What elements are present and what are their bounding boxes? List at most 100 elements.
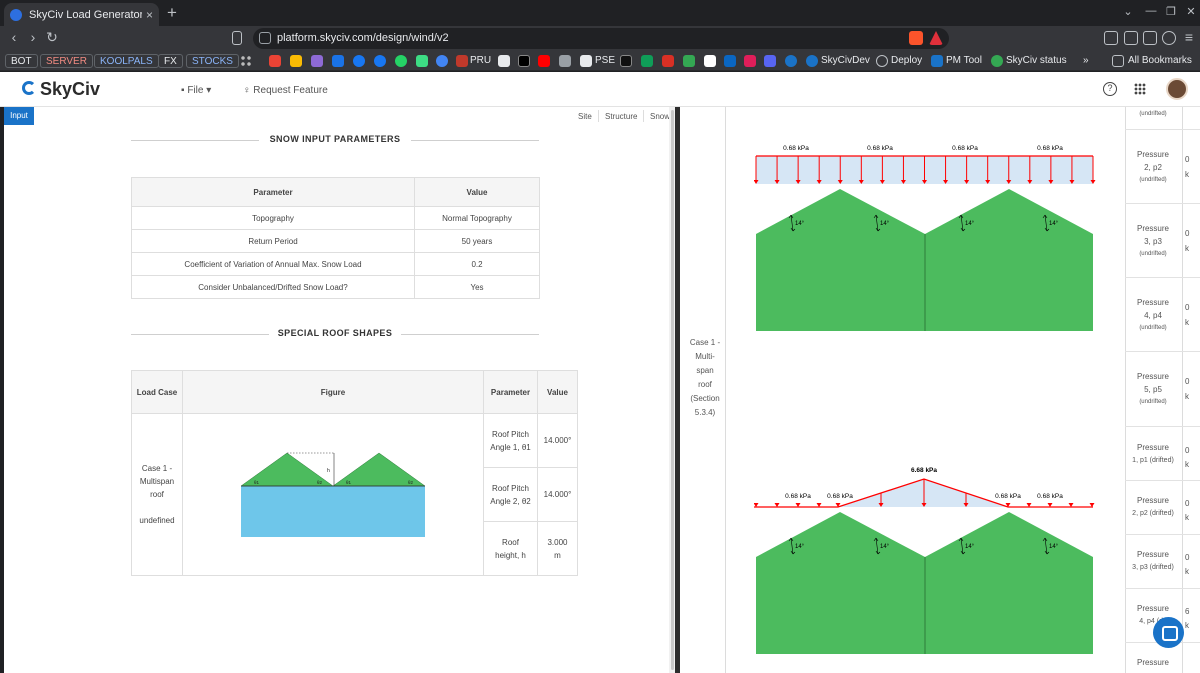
deploy-icon[interactable] (876, 55, 888, 67)
pse-icon[interactable] (580, 55, 592, 67)
angle-label: 14° (965, 221, 975, 227)
close-window-icon[interactable]: ✕ (1186, 6, 1196, 18)
load-case-header-text: Load Case (136, 387, 178, 397)
bookmark-bot[interactable]: BOT (5, 54, 38, 68)
pressure-sub: 3, p3 (1144, 237, 1162, 246)
bookmark-fx[interactable]: FX (158, 54, 183, 68)
clipped-value: k (1185, 318, 1189, 327)
back-icon[interactable]: ‹ (11, 29, 17, 45)
bookmark-icon-e[interactable] (683, 55, 695, 67)
whatsapp-icon[interactable] (395, 55, 407, 67)
bookmark-icon-h[interactable] (785, 55, 797, 67)
gmail-icon[interactable] (269, 55, 281, 67)
facebook-icon[interactable] (353, 55, 365, 67)
angle-arrow-icon (788, 537, 796, 555)
section-title: SNOW INPUT PARAMETERS (269, 134, 401, 144)
bookmark-page-icon[interactable] (232, 31, 242, 45)
help-icon[interactable]: ? (1103, 82, 1117, 96)
brave-shield-icon[interactable] (909, 31, 923, 45)
bookmark-icon-g[interactable] (764, 55, 776, 67)
figure-theta1-label: θ1 (254, 480, 260, 485)
x-icon[interactable] (518, 55, 530, 67)
bookmark-server[interactable]: SERVER (40, 54, 93, 68)
wallet-icon[interactable] (1143, 31, 1157, 45)
pressure-label-p4-drifted: Pressure 4, p4 (dri (1128, 602, 1178, 628)
skyciv-dev-icon[interactable] (806, 55, 818, 67)
app-header: SkyCiv ▪ File ▾ ♀ Request Feature ? (0, 72, 1200, 107)
bookmark-pm-tool[interactable]: PM Tool (946, 55, 982, 66)
minimize-icon[interactable]: — (1145, 5, 1157, 17)
sidebar-icon[interactable] (1124, 31, 1138, 45)
bookmark-icon-a[interactable] (559, 55, 571, 67)
column-header-load-case: Load Case (131, 370, 183, 414)
table-row: Roof height, h 3.000 m (132, 521, 578, 576)
site-info-icon[interactable] (259, 32, 271, 44)
input-button[interactable]: Input (4, 107, 34, 125)
new-tab-button[interactable]: + (167, 3, 177, 22)
slack-icon[interactable] (744, 55, 756, 67)
bookmark-koolpals[interactable]: KOOLPALS (94, 54, 159, 68)
forward-icon[interactable]: › (30, 29, 36, 45)
youtube-icon[interactable] (538, 55, 550, 67)
tab-search-icon[interactable]: ⌄ (1123, 6, 1133, 18)
address-bar[interactable]: platform.skyciv.com/design/wind/v2 (253, 28, 949, 49)
table-header-row: Parameter Value (131, 177, 540, 207)
tab-site[interactable]: Site (578, 112, 592, 121)
bookmark-pru[interactable]: PRU (470, 55, 492, 66)
maximize-icon[interactable]: ❐ (1166, 6, 1176, 18)
android-icon[interactable] (416, 55, 428, 67)
tab-structure[interactable]: Structure (605, 112, 638, 121)
browser-tab[interactable]: SkyCiv Load Generator | S × (4, 3, 159, 26)
all-bookmarks[interactable]: All Bookmarks (1128, 55, 1192, 66)
bookmark-icon-c[interactable] (641, 55, 653, 67)
extensions-icon[interactable] (1104, 31, 1118, 45)
bookmark-skyciv-status[interactable]: SkyCiv status (1006, 55, 1067, 66)
chat-support-button[interactable] (1153, 617, 1184, 648)
skyciv-logo-icon[interactable] (22, 81, 36, 95)
drive-icon[interactable] (290, 55, 302, 67)
browser-tab-strip: SkyCiv Load Generator | S × + ⌄ — ❐ ✕ (0, 0, 1200, 26)
bookmark-stocks[interactable]: STOCKS (186, 54, 239, 68)
bookmarks-overflow-icon[interactable]: » (1083, 55, 1089, 66)
bookmark-pse[interactable]: PSE (595, 55, 616, 66)
apps-grid-icon[interactable] (240, 55, 252, 67)
chat-icon[interactable] (332, 55, 344, 67)
load-arrow-head-icon (964, 180, 970, 184)
pru-icon[interactable] (456, 55, 468, 67)
request-feature-link[interactable]: ♀ Request Feature (243, 85, 328, 96)
load-arrow-head-icon (900, 180, 906, 184)
folder-icon[interactable] (1112, 55, 1124, 67)
bookmark-icon-b[interactable] (620, 55, 632, 67)
bookmark-skycivdev[interactable]: SkyCivDev (821, 55, 870, 66)
bookmark-deploy[interactable]: Deploy (891, 55, 923, 66)
column-divider (1125, 107, 1126, 673)
table-row: Return Period 50 years (131, 229, 540, 253)
load-case-text: Multispan (139, 477, 175, 486)
table-header-row: Load Case Figure Parameter Value (131, 370, 578, 414)
report-panel: Case 1 - Multi- span roof (Section 5.3.4… (675, 107, 1200, 673)
pm-tool-icon[interactable] (931, 55, 943, 67)
reload-icon[interactable]: ↻ (46, 29, 58, 45)
avatar[interactable] (1166, 78, 1188, 100)
figure-base (241, 485, 425, 537)
status-icon[interactable] (991, 55, 1003, 67)
tab-snow[interactable]: Snow (650, 112, 669, 121)
linkedin-icon[interactable] (724, 55, 736, 67)
leo-ai-icon[interactable] (1162, 31, 1176, 45)
skyciv-logo[interactable]: SkyCiv (40, 79, 101, 99)
apps-icon[interactable] (1134, 83, 1146, 95)
figure-theta2-label: θ2 (408, 480, 414, 485)
menu-icon[interactable]: ≡ (1184, 29, 1194, 45)
mail-icon[interactable] (311, 55, 323, 67)
left-scrollbar[interactable] (671, 110, 674, 670)
bookmark-icon-f[interactable] (704, 55, 716, 67)
file-menu[interactable]: ▪ File ▾ (181, 85, 211, 96)
skyciv-favicon-icon (10, 8, 22, 21)
bookmark-icon-d[interactable] (662, 55, 674, 67)
google-icon[interactable] (436, 55, 448, 67)
chevron-down-icon: ▾ (206, 85, 212, 96)
facebook-icon-2[interactable] (374, 55, 386, 67)
case-label-text: span (696, 366, 714, 375)
tab-close-icon[interactable]: × (145, 7, 153, 22)
doc-icon[interactable] (498, 55, 510, 67)
